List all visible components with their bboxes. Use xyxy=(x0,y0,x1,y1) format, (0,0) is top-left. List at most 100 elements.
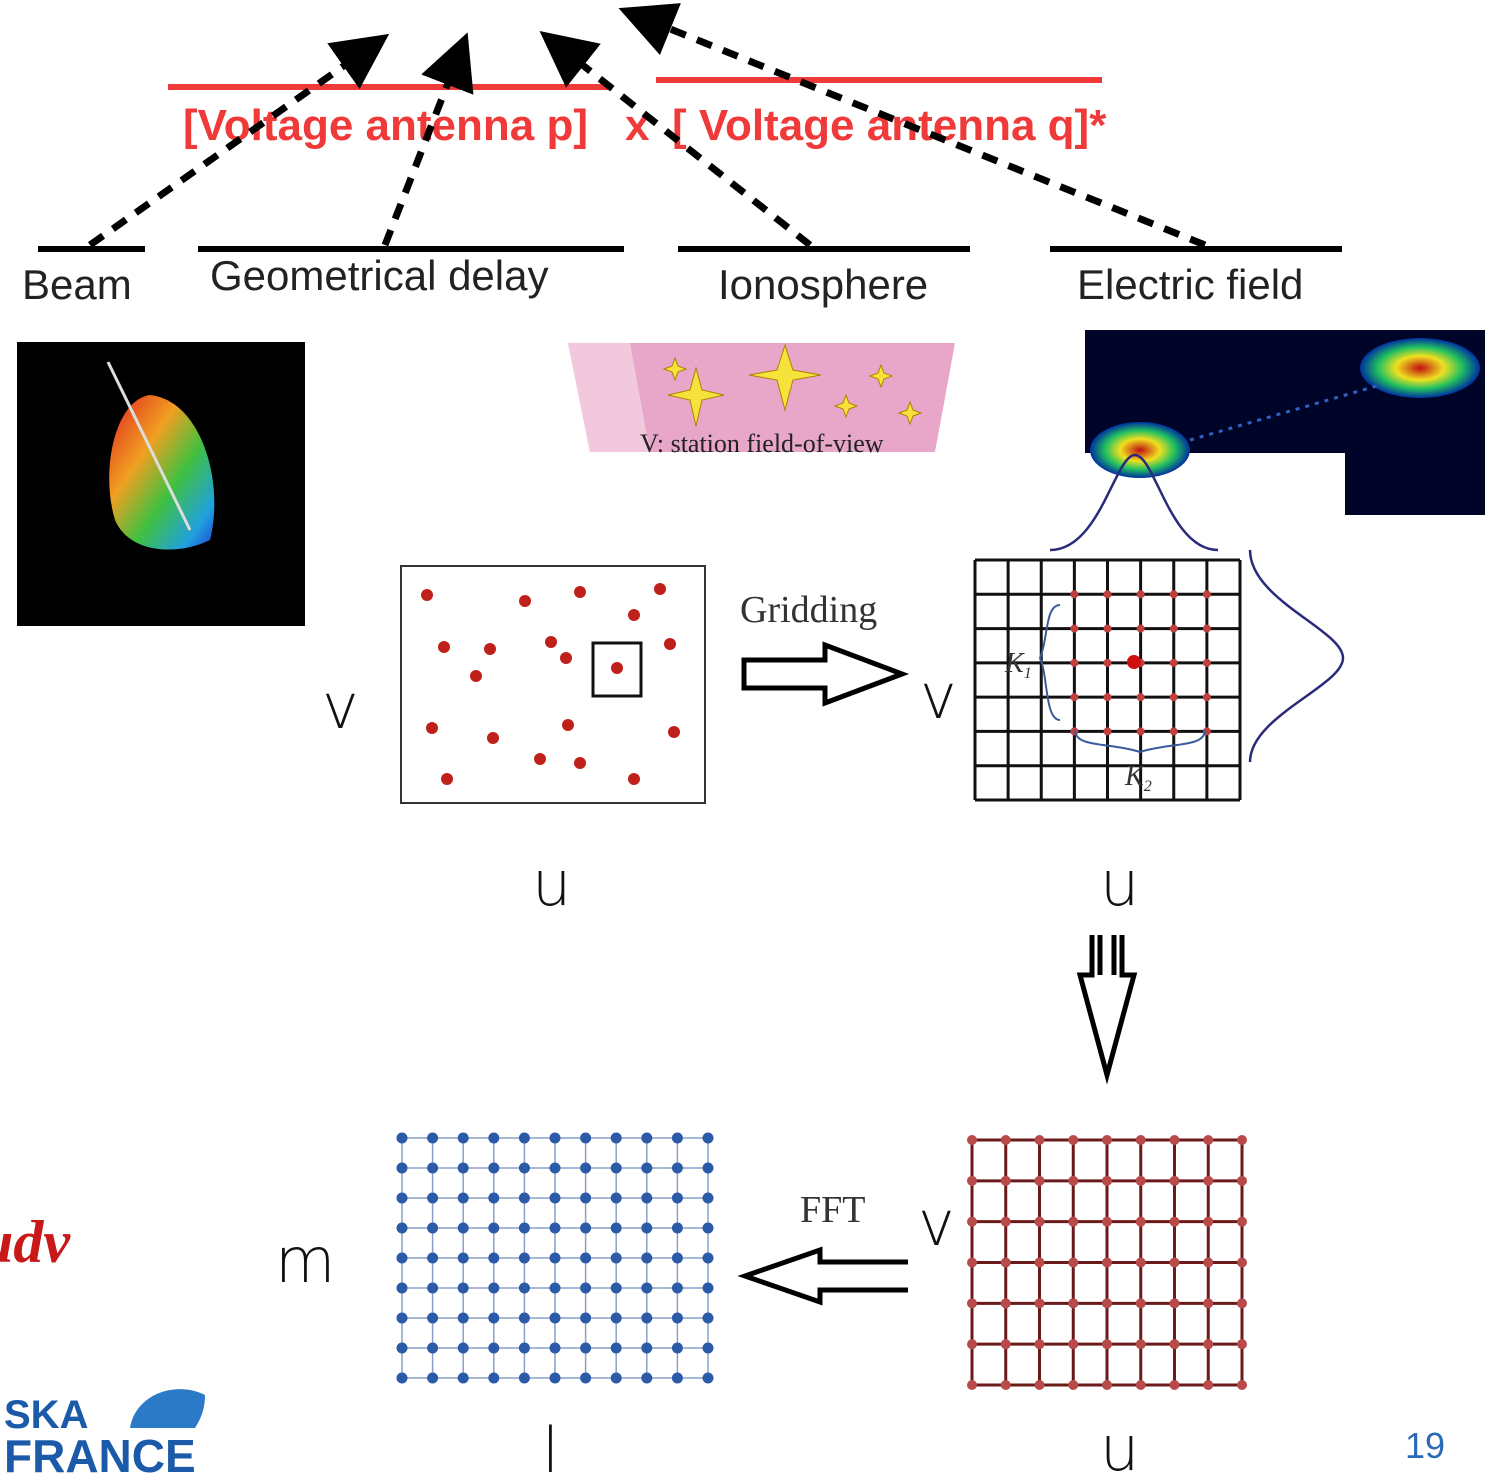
sample xyxy=(426,722,438,734)
grid-point xyxy=(1001,1380,1011,1390)
grid-point xyxy=(1136,1258,1146,1268)
grid-point xyxy=(488,1253,499,1264)
grid-point xyxy=(1068,1217,1078,1227)
sample xyxy=(487,732,499,744)
k-subscript: 1 xyxy=(1024,665,1032,682)
grid-point xyxy=(611,1283,622,1294)
sample xyxy=(1127,655,1141,669)
grid-point xyxy=(1035,1176,1045,1186)
grid-point xyxy=(1170,1176,1180,1186)
grid-point xyxy=(458,1253,469,1264)
grid-point xyxy=(458,1373,469,1384)
equation-fragment: udv xyxy=(0,1209,71,1275)
grid-point xyxy=(550,1253,561,1264)
page-number: 19 xyxy=(1405,1425,1445,1466)
grid-point xyxy=(1137,727,1145,735)
axis-label: l xyxy=(542,1414,559,1480)
grid-point xyxy=(703,1133,714,1144)
grid-point xyxy=(611,1193,622,1204)
k-label: K1 xyxy=(1004,648,1032,682)
axis-label: u xyxy=(532,847,571,920)
grid-point xyxy=(580,1193,591,1204)
grid-point xyxy=(488,1163,499,1174)
grid-point xyxy=(672,1343,683,1354)
grid-point xyxy=(397,1193,408,1204)
grid-point xyxy=(488,1193,499,1204)
grid-point xyxy=(1068,1298,1078,1308)
grid-point xyxy=(703,1223,714,1234)
grid xyxy=(397,1133,714,1384)
grid-point xyxy=(1070,693,1078,701)
grid-point xyxy=(488,1133,499,1144)
grid-point xyxy=(1203,1176,1213,1186)
grid-point xyxy=(967,1217,977,1227)
grid-point xyxy=(1102,1339,1112,1349)
grid-point xyxy=(672,1163,683,1174)
grid-point xyxy=(488,1373,499,1384)
grid-point xyxy=(641,1283,652,1294)
slide: [Voltage antenna p] x [ Voltage antenna … xyxy=(0,0,1485,1480)
grid-point xyxy=(1104,659,1112,667)
grid-point xyxy=(967,1339,977,1349)
grid-point xyxy=(1203,1298,1213,1308)
grid-point xyxy=(611,1223,622,1234)
sample xyxy=(628,773,640,785)
grid-point xyxy=(967,1298,977,1308)
grid-point xyxy=(1136,1176,1146,1186)
grid-point xyxy=(1137,625,1145,633)
formula-right: [ Voltage antenna q]* xyxy=(672,101,1107,150)
grid-point xyxy=(519,1223,530,1234)
grid-point xyxy=(1203,590,1211,598)
grid-point xyxy=(703,1343,714,1354)
term: Electric field xyxy=(1077,261,1303,308)
grid-point xyxy=(967,1176,977,1186)
arrow xyxy=(1080,935,1134,1075)
grid-point xyxy=(1035,1217,1045,1227)
grid-point xyxy=(672,1253,683,1264)
grid-point xyxy=(1136,1298,1146,1308)
grid-point xyxy=(580,1343,591,1354)
grid-point xyxy=(672,1313,683,1324)
grid-point xyxy=(1170,1135,1180,1145)
grid-point xyxy=(1136,1380,1146,1390)
grid-point xyxy=(519,1373,530,1384)
grid-point xyxy=(1203,693,1211,701)
grid-point xyxy=(641,1133,652,1144)
k-subscript: 2 xyxy=(1144,778,1152,795)
grid-point xyxy=(1237,1135,1247,1145)
grid-point xyxy=(1203,625,1211,633)
grid-point xyxy=(641,1253,652,1264)
grid-point xyxy=(580,1373,591,1384)
grid-point xyxy=(1170,625,1178,633)
grid-point xyxy=(1068,1380,1078,1390)
grid-point xyxy=(427,1163,438,1174)
grid-point xyxy=(1104,590,1112,598)
axis-label: m xyxy=(275,1224,335,1297)
sample xyxy=(574,586,586,598)
grid-point xyxy=(1203,1380,1213,1390)
grid-point xyxy=(1104,727,1112,735)
grid-point xyxy=(1035,1258,1045,1268)
grid-point xyxy=(550,1163,561,1174)
k-symbol: K xyxy=(1124,761,1145,792)
grid-point xyxy=(703,1283,714,1294)
grid-point xyxy=(1102,1298,1112,1308)
grid-point xyxy=(1136,1135,1146,1145)
electric-field-image xyxy=(1085,330,1485,515)
grid-point xyxy=(1203,1339,1213,1349)
sample xyxy=(545,636,557,648)
grid-point xyxy=(967,1258,977,1268)
grid-point xyxy=(611,1133,622,1144)
logo-text: FRANCE xyxy=(4,1430,196,1480)
grid-point xyxy=(1070,625,1078,633)
grid-point xyxy=(427,1283,438,1294)
grid-point xyxy=(580,1223,591,1234)
term: Ionosphere xyxy=(718,261,928,308)
grid-point xyxy=(397,1163,408,1174)
grid-point xyxy=(1170,1380,1180,1390)
sample xyxy=(668,726,680,738)
grid-point xyxy=(703,1253,714,1264)
grid-point xyxy=(1137,693,1145,701)
grid-point xyxy=(967,1380,977,1390)
grid-point xyxy=(397,1133,408,1144)
